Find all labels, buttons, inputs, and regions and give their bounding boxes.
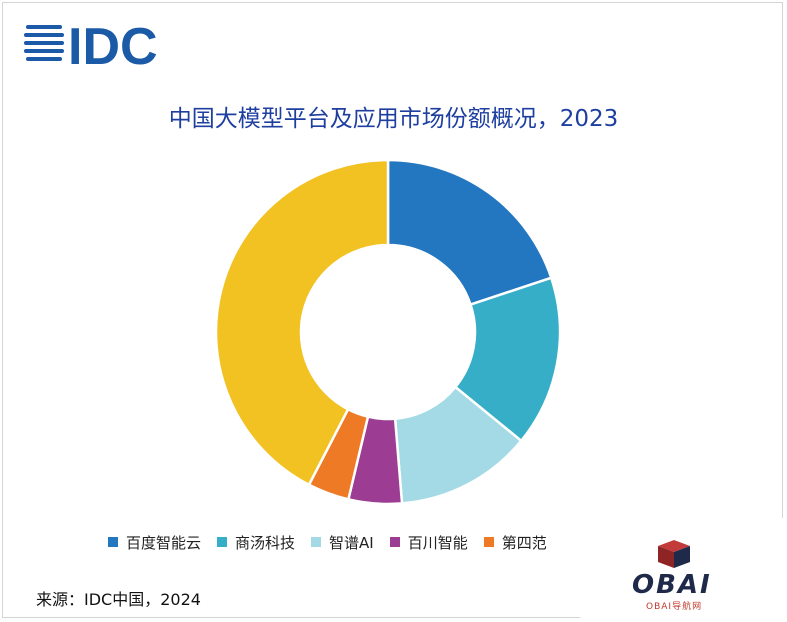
logo-text: IDC [68, 18, 158, 74]
legend-swatch [389, 537, 400, 547]
legend-item: 商汤科技 [217, 532, 295, 552]
chart-title: 中国大模型平台及应用市场份额概况，2023 [168, 106, 619, 132]
legend: 百度智能云 商汤科技 智谱AI 百川智能 第四范 [108, 532, 586, 552]
watermark-subtext: OBAI导航网 [646, 602, 703, 612]
donut-slice [214, 158, 390, 487]
legend-item: 百川智能 [389, 532, 468, 552]
donut-chart [214, 158, 562, 506]
source-note: 来源：IDC中国，2024 [36, 590, 201, 609]
watermark-backdrop [580, 518, 787, 622]
legend-item: 百度智能云 [108, 532, 201, 552]
legend-label: 智谱AI [329, 533, 374, 552]
globe-icon [24, 25, 64, 61]
legend-swatch [483, 537, 494, 547]
legend-label: 百川智能 [407, 533, 468, 552]
legend-label: 第四范 [501, 533, 547, 552]
legend-label: 百度智能云 [126, 533, 202, 552]
donut-slice [386, 158, 553, 307]
watermark-logo [658, 540, 690, 568]
legend-swatch [217, 537, 228, 547]
legend-label: 商汤科技 [235, 533, 296, 552]
cube-icon [658, 540, 690, 568]
legend-swatch [311, 537, 322, 547]
watermark-text: OBAI [632, 570, 712, 600]
legend-item: 智谱AI [311, 532, 374, 552]
legend-item: 第四范 [483, 532, 547, 552]
legend-swatch [108, 537, 118, 547]
idc-logo: IDC [24, 18, 158, 74]
